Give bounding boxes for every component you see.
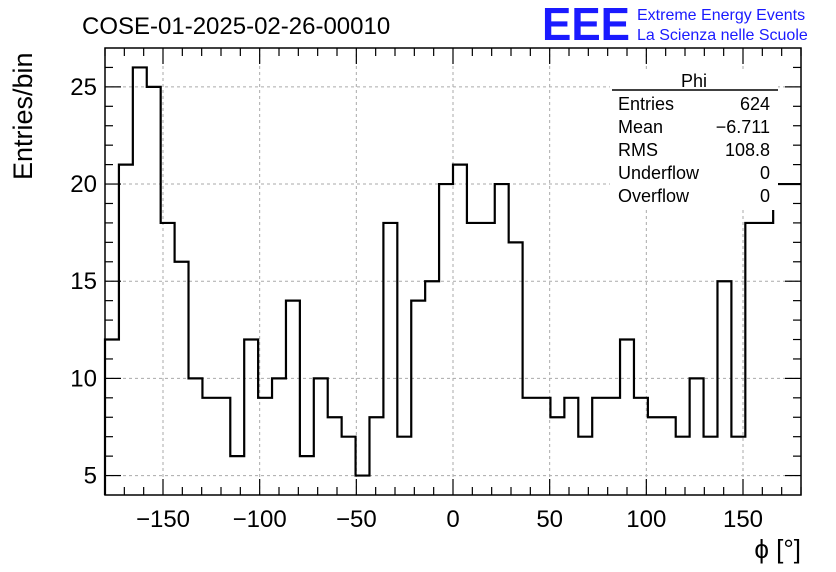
x-tick-label: 50 xyxy=(536,506,563,533)
x-axis-label: ϕ [°] xyxy=(754,534,801,564)
stats-rows: Entries 624 Mean −6.711 RMS 108.8 Underflow 0 Ov… xyxy=(618,94,770,206)
y-tick-label: 10 xyxy=(70,365,97,392)
y-axis-label: Entries/bin xyxy=(8,52,38,180)
x-tick-label: 100 xyxy=(626,506,666,533)
logo-line-2: La Scienza nelle Scuole xyxy=(637,27,808,44)
stats-row-value: −6.711 xyxy=(716,117,770,137)
stats-box-title: Phi xyxy=(681,71,707,91)
logo-mark: EEE xyxy=(542,0,630,50)
y-tick-label: 5 xyxy=(84,463,97,490)
y-tick-labels: 5 10 15 20 25 xyxy=(70,74,97,490)
x-tick-label: −100 xyxy=(233,506,287,533)
x-tick-labels: −150 −100 −50 0 50 100 150 xyxy=(136,506,763,533)
stats-row-label: Overflow xyxy=(618,186,690,206)
stats-row-value: 0 xyxy=(760,163,770,183)
chart-title: COSE-01-2025-02-26-00010 xyxy=(82,13,390,40)
stats-row-label: Underflow xyxy=(618,163,700,183)
y-tick-label: 15 xyxy=(70,268,97,295)
axis-ticks xyxy=(104,48,802,495)
stats-box: Phi Entries 624 Mean −6.711 RMS 108.8 Underflo… xyxy=(610,70,778,210)
logo-line-1: Extreme Energy Events xyxy=(637,7,805,24)
stats-row-label: Entries xyxy=(618,94,674,114)
stats-row-label: RMS xyxy=(618,140,658,160)
y-tick-label: 25 xyxy=(70,74,97,101)
x-tick-label: 0 xyxy=(446,506,459,533)
logo: EEE Extreme Energy Events La Scienza nel… xyxy=(542,0,808,50)
stats-row-value: 108.8 xyxy=(725,140,770,160)
x-tick-label: −150 xyxy=(136,506,190,533)
histogram-series-line xyxy=(103,66,801,495)
y-tick-label: 20 xyxy=(70,171,97,198)
stats-row-value: 624 xyxy=(740,94,770,114)
stats-row-value: 0 xyxy=(760,186,770,206)
x-tick-label: −50 xyxy=(336,506,377,533)
stats-row-label: Mean xyxy=(618,117,663,137)
x-tick-label: 150 xyxy=(723,506,763,533)
